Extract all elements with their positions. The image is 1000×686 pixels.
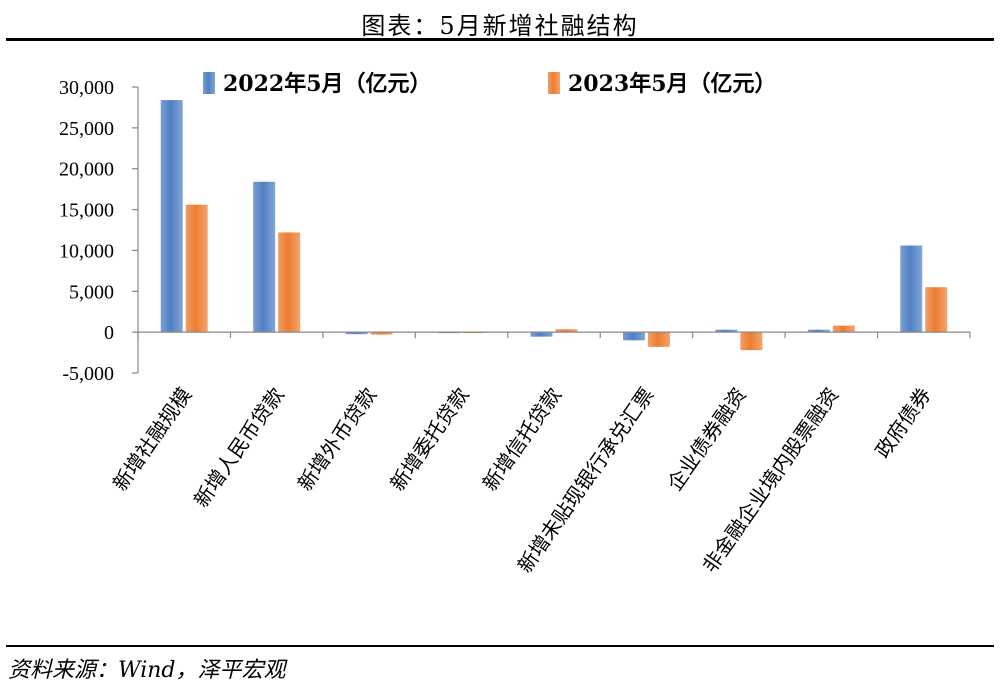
bar-2023 — [740, 332, 763, 351]
x-category-label: 政府债券 — [870, 383, 936, 462]
legend-label-2023: 2023年5月（亿元） — [568, 71, 777, 97]
y-axis: -5,000 0 5,000 10,000 15,000 20,000 25,000 30,0… — [59, 77, 139, 385]
y-tick-label: -5,000 — [62, 363, 114, 385]
bar-2022 — [622, 332, 645, 341]
bar-2023 — [647, 332, 670, 347]
bar-2023 — [925, 287, 948, 333]
bar-2023 — [832, 325, 855, 333]
y-tick-label: 25,000 — [59, 118, 114, 140]
bar-2022 — [253, 181, 276, 333]
figure-title: 图表：5月新增社融结构 — [361, 12, 639, 40]
x-category-label: 新增委托贷款 — [385, 383, 473, 495]
bar-2022 — [900, 245, 923, 333]
source-note: 资料来源：Wind，泽平宏观 — [8, 658, 286, 683]
y-tick-label: 0 — [104, 322, 114, 344]
bottom-rule — [6, 645, 994, 647]
bar-2022 — [160, 100, 183, 333]
bar-2023 — [370, 332, 393, 335]
y-tick-label: 15,000 — [59, 200, 114, 222]
bar-2022 — [530, 332, 553, 337]
x-category-label: 企业债券融资 — [662, 383, 750, 495]
x-category-label: 新增信托贷款 — [478, 383, 566, 495]
x-category-label: 新增外币贷款 — [293, 383, 381, 495]
legend-label-2022: 2022年5月（亿元） — [223, 71, 432, 97]
bar-chart: 2022年5月（亿元） 2023年5月（亿元） -5,000 0 5,000 10,00… — [59, 71, 971, 577]
y-tick-label: 5,000 — [69, 281, 114, 303]
bar-2023 — [278, 232, 301, 333]
legend-swatch-2022 — [203, 72, 215, 94]
chart-legend: 2022年5月（亿元） 2023年5月（亿元） — [203, 71, 777, 97]
bar-2022 — [807, 329, 830, 333]
legend-swatch-2023 — [548, 72, 560, 94]
bar-2022 — [345, 332, 368, 335]
y-tick-label: 30,000 — [59, 77, 114, 99]
y-tick-label: 20,000 — [59, 159, 114, 181]
x-category-label: 新增社融规模 — [108, 383, 196, 495]
bar-2023 — [185, 204, 208, 333]
bars-group — [160, 100, 948, 351]
bar-2022 — [715, 329, 738, 333]
top-rule — [6, 38, 994, 41]
x-category-label: 新增人民币贷款 — [189, 383, 289, 511]
bar-2023 — [555, 329, 578, 333]
y-tick-label: 10,000 — [59, 240, 114, 262]
